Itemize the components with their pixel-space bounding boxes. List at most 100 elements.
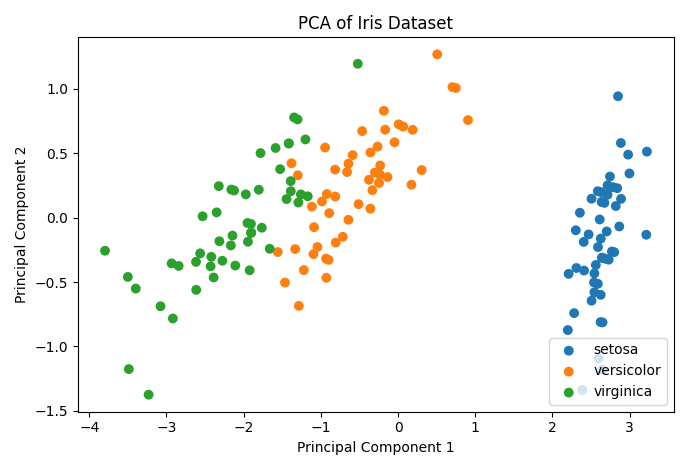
- versicolor: [280, 279, 291, 286]
- virginica: [256, 224, 267, 232]
- versicolor: [380, 126, 391, 133]
- virginica: [300, 136, 311, 143]
- virginica: [214, 182, 225, 190]
- versicolor: [374, 171, 385, 178]
- X-axis label: Principal Component 1: Principal Component 1: [297, 441, 455, 455]
- versicolor: [309, 223, 320, 231]
- setosa: [615, 195, 626, 203]
- virginica: [296, 191, 307, 198]
- setosa: [623, 151, 634, 158]
- setosa: [602, 191, 613, 198]
- virginica: [242, 219, 253, 227]
- versicolor: [338, 233, 349, 241]
- virginica: [173, 262, 184, 270]
- virginica: [352, 60, 363, 68]
- setosa: [604, 173, 615, 180]
- Legend: setosa, versicolor, virginica: setosa, versicolor, virginica: [549, 338, 667, 405]
- setosa: [597, 254, 608, 261]
- virginica: [211, 209, 222, 216]
- virginica: [270, 144, 281, 152]
- virginica: [283, 140, 294, 147]
- versicolor: [321, 274, 332, 282]
- virginica: [285, 177, 296, 185]
- setosa: [606, 248, 617, 255]
- versicolor: [367, 187, 378, 194]
- setosa: [595, 318, 606, 326]
- virginica: [130, 285, 141, 292]
- virginica: [197, 212, 208, 220]
- setosa: [608, 249, 619, 256]
- virginica: [240, 191, 251, 198]
- virginica: [227, 232, 238, 239]
- setosa: [589, 270, 600, 277]
- Title: PCA of Iris Dataset: PCA of Iris Dataset: [298, 15, 453, 33]
- virginica: [217, 257, 228, 265]
- virginica: [230, 262, 241, 269]
- setosa: [603, 256, 614, 264]
- setosa: [597, 319, 608, 326]
- versicolor: [272, 248, 283, 256]
- versicolor: [462, 116, 473, 124]
- versicolor: [316, 198, 327, 205]
- versicolor: [343, 216, 354, 224]
- virginica: [285, 188, 296, 195]
- setosa: [568, 309, 579, 317]
- virginica: [255, 149, 266, 157]
- setosa: [601, 227, 613, 235]
- versicolor: [389, 139, 400, 146]
- versicolor: [365, 149, 376, 156]
- versicolor: [292, 172, 303, 179]
- virginica: [292, 116, 303, 123]
- versicolor: [298, 266, 309, 274]
- virginica: [195, 250, 206, 257]
- virginica: [167, 315, 178, 322]
- setosa: [570, 227, 582, 234]
- versicolor: [451, 84, 462, 92]
- versicolor: [330, 239, 341, 246]
- virginica: [191, 286, 202, 294]
- setosa: [586, 195, 597, 203]
- versicolor: [312, 243, 323, 251]
- virginica: [229, 187, 240, 194]
- setosa: [613, 93, 624, 100]
- setosa: [562, 326, 573, 334]
- versicolor: [382, 173, 393, 181]
- virginica: [245, 229, 256, 237]
- setosa: [575, 209, 586, 217]
- setosa: [602, 181, 613, 189]
- virginica: [289, 114, 300, 121]
- setosa: [595, 291, 606, 298]
- setosa: [641, 231, 652, 238]
- setosa: [615, 139, 626, 147]
- setosa: [599, 199, 610, 207]
- setosa: [571, 264, 582, 272]
- versicolor: [369, 169, 380, 176]
- versicolor: [320, 144, 331, 151]
- versicolor: [307, 203, 318, 211]
- versicolor: [343, 160, 354, 167]
- setosa: [589, 289, 600, 296]
- virginica: [293, 199, 304, 206]
- versicolor: [320, 255, 331, 262]
- virginica: [143, 391, 154, 399]
- versicolor: [294, 302, 305, 310]
- versicolor: [432, 51, 443, 58]
- versicolor: [364, 176, 375, 183]
- setosa: [563, 270, 574, 278]
- setosa: [596, 254, 607, 261]
- setosa: [593, 243, 604, 251]
- virginica: [264, 245, 275, 252]
- setosa: [586, 297, 597, 305]
- versicolor: [407, 126, 418, 133]
- setosa: [583, 231, 594, 238]
- virginica: [123, 365, 134, 373]
- versicolor: [406, 181, 417, 188]
- virginica: [243, 238, 254, 245]
- setosa: [608, 183, 619, 191]
- versicolor: [347, 151, 358, 159]
- virginica: [246, 229, 257, 236]
- versicolor: [329, 166, 340, 173]
- versicolor: [416, 166, 427, 174]
- setosa: [612, 184, 623, 192]
- versicolor: [330, 193, 341, 200]
